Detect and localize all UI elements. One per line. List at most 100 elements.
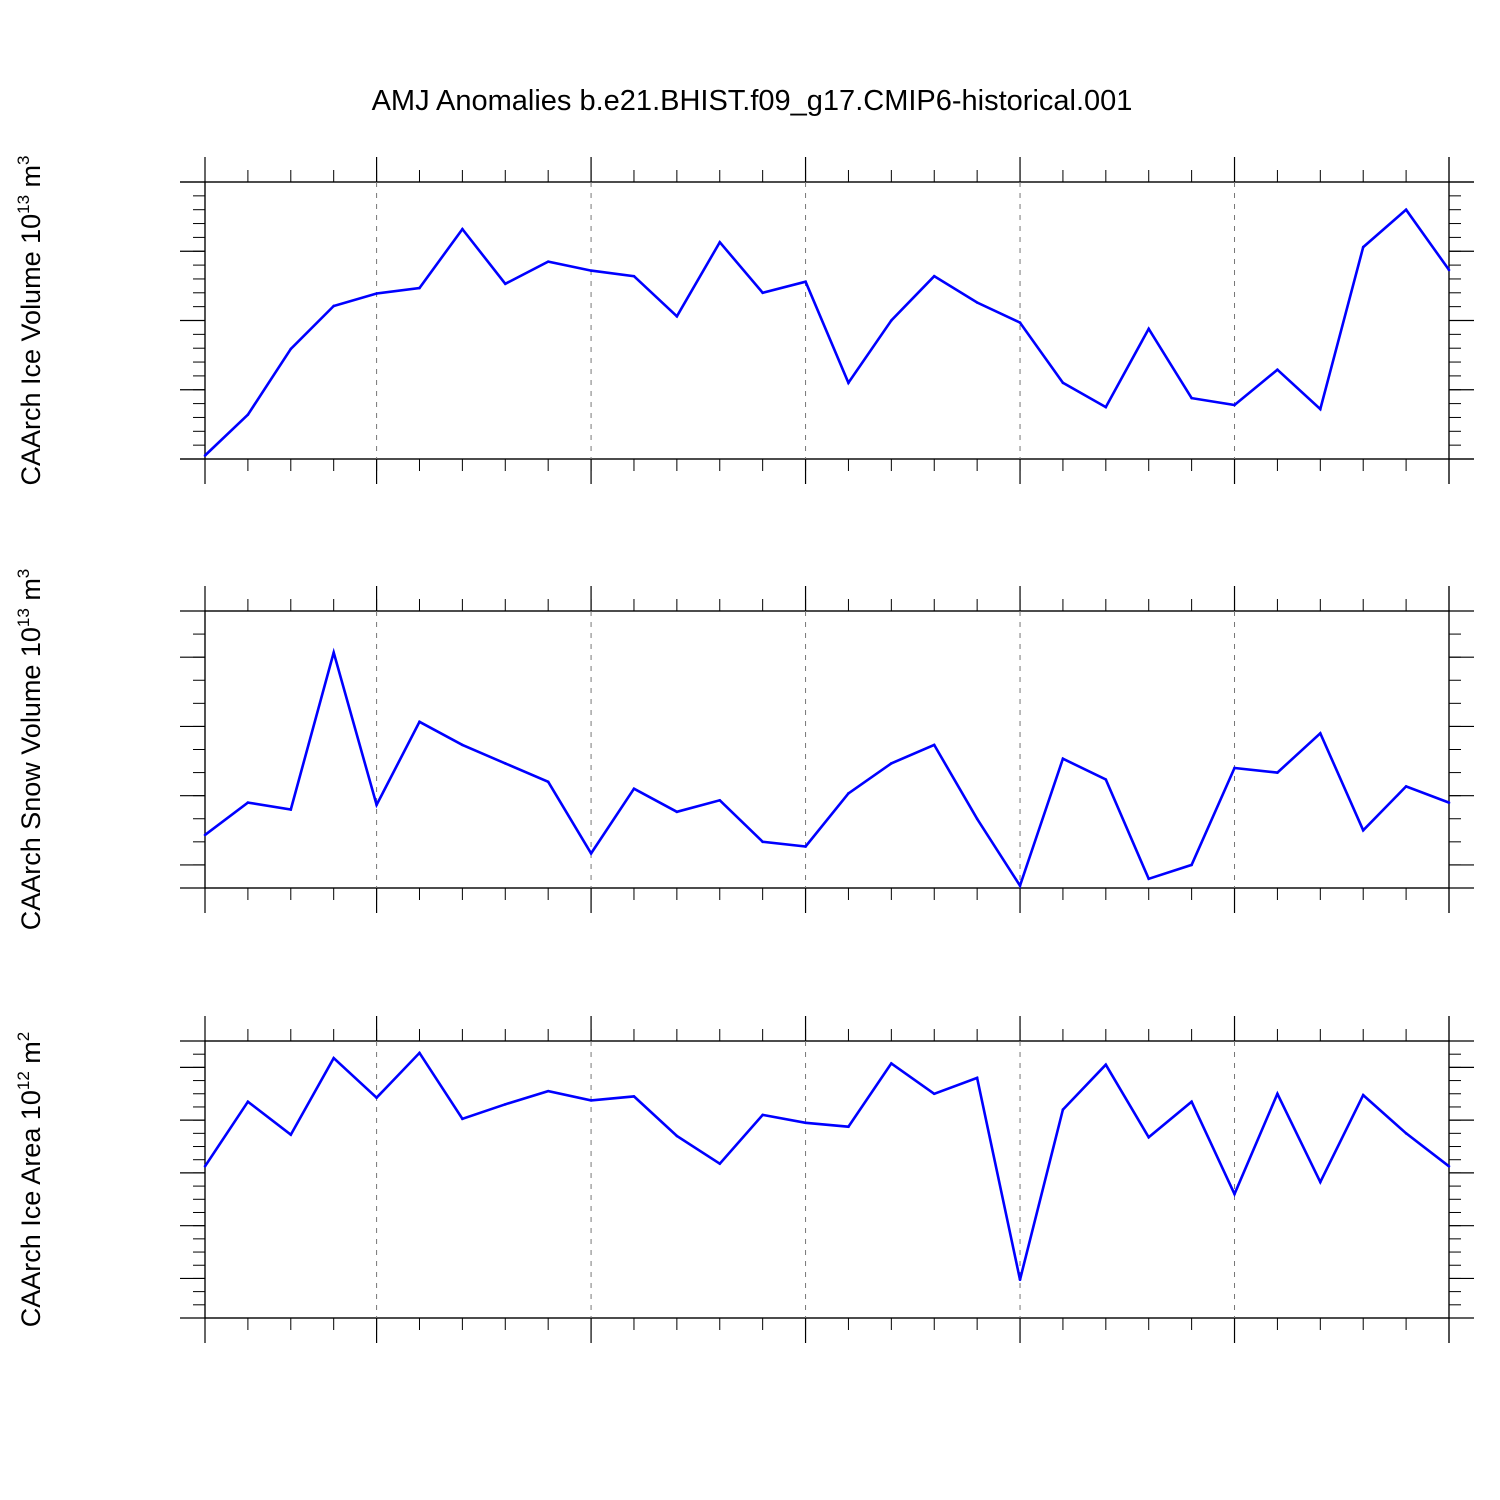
y-axis-title-text: m: [16, 578, 46, 608]
data-point: [1061, 381, 1065, 385]
data-point: [332, 1056, 335, 1060]
figure-title: AMJ Anomalies b.e21.BHIST.f09_g17.CMIP6-…: [372, 85, 1133, 117]
data-point: [675, 810, 679, 814]
data-point: [675, 315, 679, 318]
y-axis-title-text: CAArch Ice Area 10: [16, 1090, 46, 1327]
panels: CAArch Ice Volume 1013 m3 CAArch Snow Vol…: [14, 155, 1474, 1343]
panel-3: CAArch Ice Area 1012 m2: [14, 1016, 1474, 1343]
data-point: [503, 282, 507, 286]
data-point: [203, 833, 207, 837]
y-axis-title: CAArch Ice Area 1012 m2: [14, 1032, 46, 1328]
data-point: [1190, 396, 1193, 400]
data-point: [289, 808, 293, 811]
data-point: [1104, 405, 1108, 409]
panel-1: CAArch Ice Volume 1013 m3: [14, 155, 1474, 486]
data-point: [632, 1095, 636, 1098]
data-point: [932, 274, 936, 278]
data-point: [890, 319, 893, 322]
data-point: [975, 817, 979, 821]
y-axis-title-superscript: 3: [14, 155, 33, 164]
y-axis-title-superscript: 13: [14, 195, 33, 214]
data-point: [1276, 1092, 1279, 1096]
data-point: [675, 1134, 679, 1138]
data-point: [1147, 327, 1151, 331]
data-point: [847, 1125, 850, 1129]
data-point: [1233, 1192, 1236, 1196]
data-point: [375, 292, 378, 295]
data-point: [1018, 321, 1022, 324]
data-point: [1018, 1278, 1022, 1282]
data-point: [246, 801, 250, 804]
data-point: [890, 1062, 893, 1065]
data-point: [1447, 268, 1451, 272]
data-point: [332, 304, 335, 308]
data-point: [804, 1121, 807, 1125]
data-point: [246, 1100, 250, 1103]
data-point: [418, 1051, 421, 1055]
data-point: [804, 280, 807, 284]
y-axis-title-text: CAArch Snow Volume 10: [16, 627, 46, 930]
series-line-1: [204, 647, 1450, 889]
y-axis-title-superscript: 12: [14, 1071, 33, 1090]
data-point: [1404, 1132, 1408, 1135]
data-point: [246, 413, 250, 416]
data-point: [1018, 884, 1022, 887]
data-point: [203, 454, 207, 457]
data-point: [932, 1092, 936, 1096]
data-point: [1104, 1063, 1108, 1067]
series-line-1: [203, 1050, 1450, 1281]
data-point: [1190, 863, 1193, 867]
data-point: [632, 787, 636, 791]
data-point: [375, 1096, 378, 1100]
data-point: [1319, 732, 1322, 735]
data-point: [718, 240, 722, 244]
data-point: [761, 291, 764, 295]
data-point: [1233, 766, 1236, 770]
data-point: [546, 1089, 550, 1093]
data-point: [1361, 828, 1365, 832]
data-point: [203, 1165, 207, 1168]
data-point: [847, 792, 850, 795]
data-point: [632, 274, 636, 278]
data-point: [847, 381, 850, 385]
data-point: [1104, 778, 1108, 781]
data-point: [589, 1099, 593, 1102]
data-point: [461, 1117, 464, 1121]
data-point: [1319, 407, 1322, 411]
data-point: [1276, 771, 1279, 774]
data-point: [1361, 1093, 1365, 1097]
data-point: [890, 762, 893, 765]
data-point: [289, 1133, 293, 1136]
data-point: [761, 840, 764, 844]
y-axis-title: CAArch Snow Volume 1013 m3: [14, 569, 46, 931]
data-point: [975, 301, 979, 304]
data-point: [546, 780, 550, 784]
data-point: [503, 762, 507, 765]
data-point: [503, 1103, 507, 1106]
data-point: [1404, 785, 1408, 788]
y-axis-title-superscript: 3: [14, 569, 33, 578]
y-axis-title-superscript: 2: [14, 1032, 33, 1041]
data-point: [804, 845, 807, 848]
data-point: [1319, 1180, 1322, 1184]
y-axis-title-superscript: 13: [14, 608, 33, 627]
data-point: [718, 798, 722, 802]
data-point: [589, 852, 593, 855]
data-point: [589, 269, 593, 272]
data-point: [1061, 1108, 1065, 1111]
data-point: [289, 347, 293, 351]
data-point: [461, 743, 464, 747]
data-point: [1147, 877, 1151, 881]
data-point: [375, 803, 378, 807]
series-line-1: [204, 207, 1451, 457]
data-point: [461, 227, 464, 231]
data-point: [1233, 403, 1236, 407]
data-point: [418, 286, 421, 290]
data-point: [1276, 368, 1279, 371]
data-point: [418, 720, 421, 724]
data-point: [1361, 245, 1365, 249]
data-point: [1061, 757, 1065, 761]
y-axis-title: CAArch Ice Volume 1013 m3: [14, 155, 46, 485]
